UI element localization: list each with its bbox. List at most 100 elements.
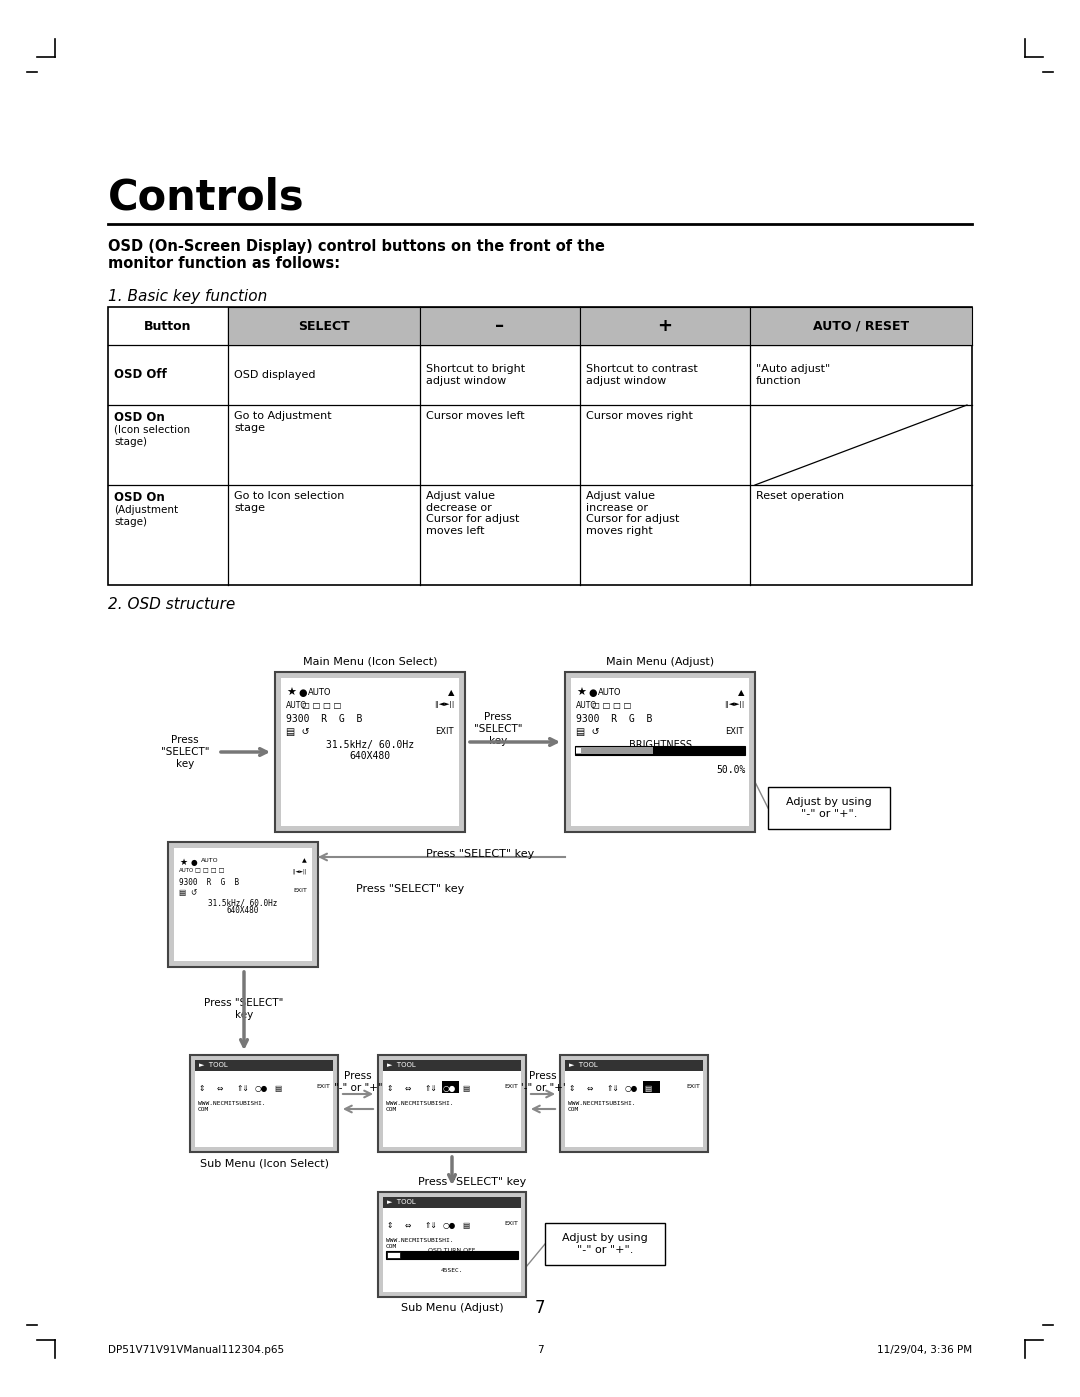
FancyBboxPatch shape bbox=[383, 1197, 521, 1292]
Text: EXIT: EXIT bbox=[726, 726, 744, 736]
Text: SELECT: SELECT bbox=[298, 320, 350, 332]
FancyBboxPatch shape bbox=[168, 842, 318, 967]
Text: Press
"SELECT"
key: Press "SELECT" key bbox=[161, 735, 210, 768]
Text: ▤: ▤ bbox=[462, 1221, 469, 1229]
Text: ○●: ○● bbox=[255, 1084, 268, 1092]
Text: ▤  ↺: ▤ ↺ bbox=[286, 726, 310, 738]
Text: ▤: ▤ bbox=[274, 1084, 281, 1092]
Text: EXIT: EXIT bbox=[435, 726, 454, 736]
Text: Shortcut to bright
adjust window: Shortcut to bright adjust window bbox=[426, 365, 525, 386]
Text: ⇕: ⇕ bbox=[386, 1221, 392, 1229]
FancyBboxPatch shape bbox=[281, 678, 459, 826]
Text: 31.5kHz/ 60.0Hz: 31.5kHz/ 60.0Hz bbox=[326, 740, 414, 750]
Text: Go to Icon selection
stage: Go to Icon selection stage bbox=[234, 490, 345, 513]
Text: ▲: ▲ bbox=[447, 687, 454, 697]
Text: Press "SELECT" key: Press "SELECT" key bbox=[418, 1178, 526, 1187]
Text: OSD TURN OFF: OSD TURN OFF bbox=[429, 1248, 475, 1253]
Text: 1. Basic key function: 1. Basic key function bbox=[108, 289, 267, 305]
Text: ►  TOOL: ► TOOL bbox=[569, 1062, 597, 1067]
Text: Cursor moves left: Cursor moves left bbox=[426, 411, 525, 420]
FancyBboxPatch shape bbox=[576, 747, 652, 754]
Text: ★: ★ bbox=[286, 687, 296, 698]
FancyBboxPatch shape bbox=[228, 307, 420, 345]
Text: EXIT: EXIT bbox=[316, 1084, 330, 1090]
Text: ⇔: ⇔ bbox=[405, 1084, 411, 1092]
Text: ▤  ↺: ▤ ↺ bbox=[576, 726, 599, 738]
Text: Shortcut to contrast
adjust window: Shortcut to contrast adjust window bbox=[586, 365, 698, 386]
Text: ⇔: ⇔ bbox=[588, 1084, 593, 1092]
Text: AUTO: AUTO bbox=[179, 868, 194, 873]
Text: WWW.NECMITSUBISHI.
COM: WWW.NECMITSUBISHI. COM bbox=[568, 1101, 635, 1112]
FancyBboxPatch shape bbox=[386, 1250, 518, 1259]
Text: ⇑⇓: ⇑⇓ bbox=[424, 1221, 436, 1229]
Text: ⇕: ⇕ bbox=[568, 1084, 575, 1092]
Text: AUTO: AUTO bbox=[308, 687, 332, 697]
Text: ⇑⇓: ⇑⇓ bbox=[606, 1084, 619, 1092]
Text: 9300  R  G  B: 9300 R G B bbox=[179, 877, 239, 887]
Text: 640X480: 640X480 bbox=[227, 907, 259, 915]
Text: ★: ★ bbox=[576, 687, 586, 698]
FancyBboxPatch shape bbox=[442, 1081, 459, 1092]
Text: Press
"-" or "+": Press "-" or "+" bbox=[334, 1071, 382, 1092]
Text: Main Menu (Adjust): Main Menu (Adjust) bbox=[606, 657, 714, 666]
Text: ►  TOOL: ► TOOL bbox=[199, 1062, 228, 1067]
FancyBboxPatch shape bbox=[108, 307, 972, 585]
Text: □ □ □ □: □ □ □ □ bbox=[302, 701, 341, 710]
Text: ▤  ↺: ▤ ↺ bbox=[179, 888, 198, 897]
Text: ○●: ○● bbox=[443, 1221, 456, 1229]
Text: EXIT: EXIT bbox=[293, 888, 307, 893]
FancyBboxPatch shape bbox=[378, 1192, 526, 1296]
Text: □ □ □ □: □ □ □ □ bbox=[592, 701, 632, 710]
Text: ⇔: ⇔ bbox=[405, 1221, 411, 1229]
FancyBboxPatch shape bbox=[750, 307, 972, 345]
Text: WWW.NECMITSUBISHI.
COM: WWW.NECMITSUBISHI. COM bbox=[386, 1238, 454, 1249]
Text: AUTO: AUTO bbox=[576, 701, 597, 710]
Text: AUTO: AUTO bbox=[201, 858, 218, 863]
FancyBboxPatch shape bbox=[383, 1197, 521, 1208]
Text: ○●: ○● bbox=[625, 1084, 638, 1092]
Text: OSD displayed: OSD displayed bbox=[234, 370, 315, 380]
Text: 7: 7 bbox=[535, 1299, 545, 1317]
Text: ▤: ▤ bbox=[644, 1084, 651, 1092]
Text: ⇕: ⇕ bbox=[386, 1084, 392, 1092]
FancyBboxPatch shape bbox=[420, 307, 580, 345]
Text: ||◄►||: ||◄►|| bbox=[293, 868, 307, 873]
Text: ▲: ▲ bbox=[738, 687, 744, 697]
Text: ▤: ▤ bbox=[462, 1084, 469, 1092]
Text: ||◄►||: ||◄►|| bbox=[724, 701, 744, 708]
Text: –: – bbox=[496, 317, 504, 335]
Text: OSD Off: OSD Off bbox=[114, 369, 167, 381]
Text: Press
"-" or "+": Press "-" or "+" bbox=[518, 1071, 567, 1092]
Text: EXIT: EXIT bbox=[686, 1084, 700, 1090]
Text: ○●: ○● bbox=[443, 1084, 456, 1092]
Text: (Icon selection
stage): (Icon selection stage) bbox=[114, 425, 190, 447]
Text: ★: ★ bbox=[179, 858, 187, 868]
Text: 9300  R  G  B: 9300 R G B bbox=[286, 714, 363, 724]
FancyBboxPatch shape bbox=[195, 1060, 333, 1071]
Text: ⇕: ⇕ bbox=[198, 1084, 204, 1092]
Text: (Adjustment
stage): (Adjustment stage) bbox=[114, 504, 178, 527]
Text: Main Menu (Icon Select): Main Menu (Icon Select) bbox=[302, 657, 437, 666]
FancyBboxPatch shape bbox=[565, 1060, 703, 1071]
Text: ▲: ▲ bbox=[302, 858, 307, 863]
Text: Sub Menu (Icon Select): Sub Menu (Icon Select) bbox=[200, 1158, 328, 1168]
Text: ●: ● bbox=[588, 687, 596, 698]
Text: EXIT: EXIT bbox=[504, 1084, 518, 1090]
FancyBboxPatch shape bbox=[190, 1055, 338, 1153]
Text: Press "SELECT" key: Press "SELECT" key bbox=[356, 884, 464, 894]
Text: WWW.NECMITSUBISHI.
COM: WWW.NECMITSUBISHI. COM bbox=[386, 1101, 454, 1112]
Text: Press "SELECT"
key: Press "SELECT" key bbox=[204, 999, 284, 1020]
Text: 45SEC.: 45SEC. bbox=[441, 1268, 463, 1273]
Text: ●: ● bbox=[191, 858, 198, 868]
Text: Adjust by using
"-" or "+".: Adjust by using "-" or "+". bbox=[786, 798, 872, 819]
Text: ⇑⇓: ⇑⇓ bbox=[424, 1084, 436, 1092]
FancyBboxPatch shape bbox=[545, 1222, 665, 1266]
Text: AUTO / RESET: AUTO / RESET bbox=[813, 320, 909, 332]
Text: WWW.NECMITSUBISHI.
COM: WWW.NECMITSUBISHI. COM bbox=[198, 1101, 266, 1112]
FancyBboxPatch shape bbox=[643, 1081, 660, 1092]
FancyBboxPatch shape bbox=[378, 1055, 526, 1153]
FancyBboxPatch shape bbox=[561, 1055, 708, 1153]
Text: ►  TOOL: ► TOOL bbox=[387, 1199, 416, 1206]
Text: OSD On: OSD On bbox=[114, 490, 165, 504]
Text: ⇑⇓: ⇑⇓ bbox=[237, 1084, 248, 1092]
